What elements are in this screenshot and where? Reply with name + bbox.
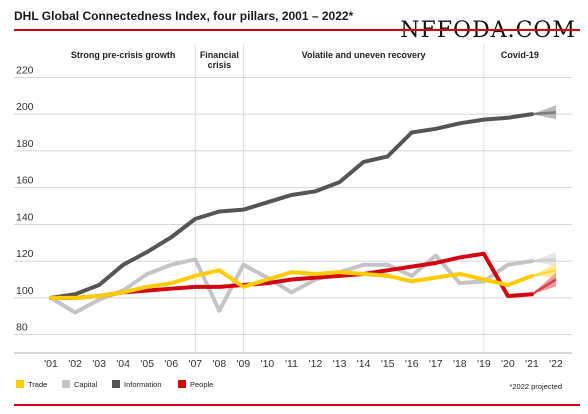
legend-label-information: Information — [124, 380, 162, 389]
series-lines — [49, 105, 557, 315]
x-tick-label: '14 — [357, 358, 371, 370]
x-tick-label: '07 — [188, 358, 202, 370]
x-tick-label: '19 — [477, 358, 491, 370]
x-tick-label: '11 — [285, 358, 298, 370]
period-annotations: Strong pre-crisis growth Financial crisis V… — [71, 44, 539, 353]
x-axis-ticks: '01 '02 '03 '04 '05 '06 '07 '08 '09 '10 '11 '12 '13 '… — [44, 358, 563, 370]
legend-swatch-people — [178, 380, 186, 388]
period-label: Financial crisis — [200, 50, 239, 70]
x-tick-label: '18 — [453, 358, 467, 370]
y-tick-label: 100 — [16, 285, 34, 297]
legend-label-capital: Capital — [74, 380, 98, 389]
y-tick-label: 120 — [16, 248, 34, 260]
gridlines — [14, 76, 572, 354]
period-label: Covid-19 — [501, 50, 539, 60]
x-tick-label: '04 — [116, 358, 130, 370]
x-tick-label: '21 — [525, 358, 539, 370]
projection-line-capital — [531, 258, 557, 263]
legend-swatch-trade — [16, 380, 24, 388]
y-tick-label: 200 — [16, 101, 34, 113]
x-tick-label: '10 — [261, 358, 275, 370]
y-axis-ticks: 80 100 120 140 160 180 200 220 — [16, 64, 34, 333]
y-tick-label: 160 — [16, 175, 34, 187]
x-tick-label: '05 — [140, 358, 154, 370]
legend: Trade Capital Information People — [16, 380, 213, 389]
x-tick-label: '01 — [44, 358, 58, 370]
x-tick-label: '03 — [92, 358, 106, 370]
series-line-trade — [49, 268, 534, 300]
legend-label-people: People — [190, 380, 213, 389]
period-label: Strong pre-crisis growth — [71, 50, 176, 60]
legend-swatch-information — [112, 380, 120, 388]
x-tick-label: '06 — [164, 358, 178, 370]
projection-line-information — [531, 111, 557, 116]
x-tick-label: '15 — [381, 358, 395, 370]
x-tick-label: '02 — [68, 358, 82, 370]
y-tick-label: 180 — [16, 138, 34, 150]
y-tick-label: 80 — [16, 322, 28, 334]
x-tick-label: '20 — [501, 358, 515, 370]
x-tick-label: '08 — [212, 358, 226, 370]
x-tick-label: '13 — [333, 358, 347, 370]
x-tick-label: '16 — [405, 358, 419, 370]
y-tick-label: 220 — [16, 64, 34, 76]
projection-line-trade — [531, 269, 557, 278]
top-rule — [14, 29, 580, 31]
bottom-rule — [14, 404, 580, 406]
y-tick-label: 140 — [16, 211, 34, 223]
series-line-information — [49, 112, 534, 300]
projection-cone-people — [531, 272, 556, 295]
period-label: Volatile and uneven recovery — [302, 50, 426, 60]
projection-line-people — [531, 278, 557, 296]
x-tick-label: '09 — [237, 358, 251, 370]
x-tick-label: '22 — [549, 358, 563, 370]
x-tick-label: '17 — [429, 358, 443, 370]
x-tick-label: '12 — [309, 358, 323, 370]
footnote: *2022 projected — [509, 382, 562, 391]
legend-swatch-capital — [62, 380, 70, 388]
chart-title: DHL Global Connectedness Index, four pil… — [14, 9, 354, 23]
legend-label-trade: Trade — [28, 380, 47, 389]
